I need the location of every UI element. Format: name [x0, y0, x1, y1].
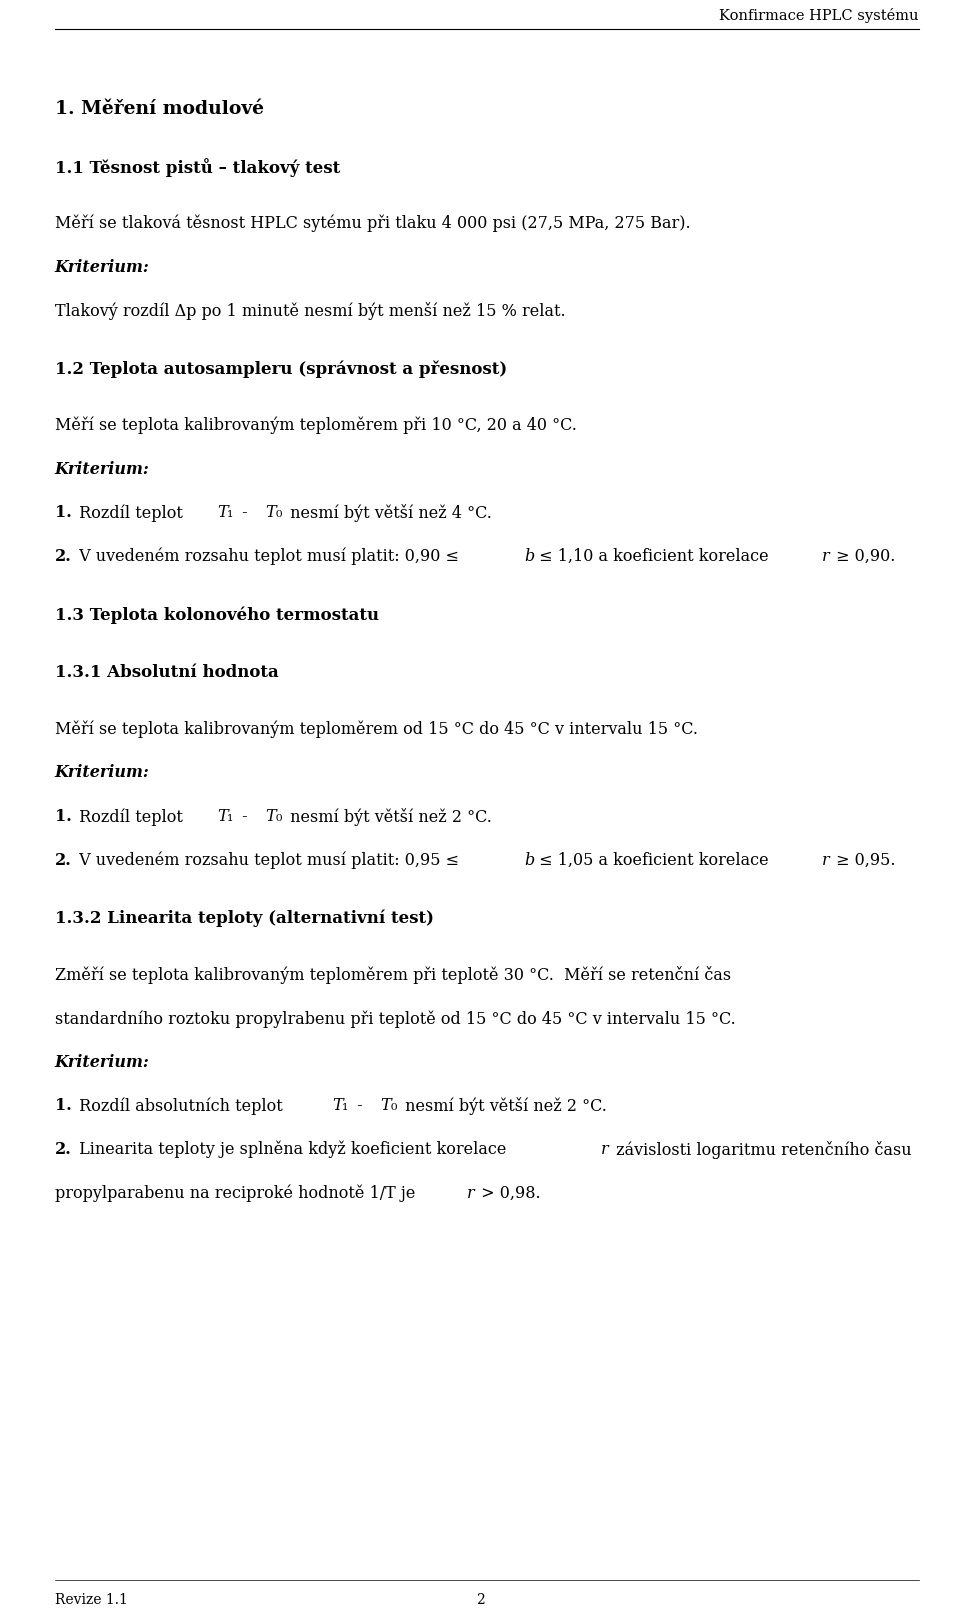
Text: ₀: ₀: [276, 504, 281, 522]
Text: Rozdíl teplot: Rozdíl teplot: [74, 808, 188, 826]
Text: r: r: [467, 1185, 474, 1202]
Text: Kriterium:: Kriterium:: [55, 259, 150, 276]
Text: -: -: [237, 504, 252, 522]
Text: 1.3.2 Linearita teploty (alternativní test): 1.3.2 Linearita teploty (alternativní te…: [55, 910, 434, 928]
Text: nesmí být větší než 2 °C.: nesmí být větší než 2 °C.: [399, 1097, 607, 1115]
Text: Kriterium:: Kriterium:: [55, 1054, 150, 1071]
Text: 1.2 Teplota autosampleru (správnost a přesnost): 1.2 Teplota autosampleru (správnost a př…: [55, 360, 507, 378]
Text: 1.3.1 Absolutní hodnota: 1.3.1 Absolutní hodnota: [55, 664, 278, 682]
Text: Měří se teplota kalibrovaným teploměrem při 10 °C, 20 a 40 °C.: Měří se teplota kalibrovaným teploměrem …: [55, 417, 577, 435]
Text: Měří se teplota kalibrovaným teploměrem od 15 °C do 45 °C v intervalu 15 °C.: Měří se teplota kalibrovaným teploměrem …: [55, 721, 698, 739]
Text: r: r: [601, 1141, 609, 1159]
Text: T: T: [266, 504, 276, 522]
Text: 1.: 1.: [55, 504, 71, 522]
Text: ≤ 1,10 a koeficient korelace: ≤ 1,10 a koeficient korelace: [534, 548, 774, 566]
Text: propylparabenu na reciproké hodnotě 1/T je: propylparabenu na reciproké hodnotě 1/T …: [55, 1185, 420, 1202]
Text: -: -: [351, 1097, 368, 1115]
Text: b: b: [524, 852, 535, 869]
Text: 2.: 2.: [55, 852, 71, 869]
Text: Linearita teploty je splněna když koeficient korelace: Linearita teploty je splněna když koefic…: [74, 1141, 512, 1159]
Text: závislosti logaritmu retenčního času: závislosti logaritmu retenčního času: [611, 1141, 911, 1159]
Text: ₁: ₁: [342, 1097, 348, 1115]
Text: Kriterium:: Kriterium:: [55, 461, 150, 478]
Text: ≥ 0,95.: ≥ 0,95.: [831, 852, 896, 869]
Text: b: b: [524, 548, 535, 566]
Text: r: r: [822, 852, 829, 869]
Text: ≤ 1,05 a koeficient korelace: ≤ 1,05 a koeficient korelace: [534, 852, 774, 869]
Text: T: T: [266, 808, 276, 826]
Text: > 0,98.: > 0,98.: [476, 1185, 541, 1202]
Text: ≥ 0,90.: ≥ 0,90.: [831, 548, 896, 566]
Text: Tlakový rozdíl Δp po 1 minutě nesmí být menší než 15 % relat.: Tlakový rozdíl Δp po 1 minutě nesmí být …: [55, 302, 565, 320]
Text: 1. Měření modulové: 1. Měření modulové: [55, 100, 264, 118]
Text: Konfirmace HPLC systému: Konfirmace HPLC systému: [719, 8, 919, 23]
Text: 2.: 2.: [55, 1141, 71, 1159]
Text: Měří se tlaková těsnost HPLC sytému při tlaku 4 000 psi (27,5 MPa, 275 Bar).: Měří se tlaková těsnost HPLC sytému při …: [55, 215, 690, 233]
Text: T: T: [380, 1097, 391, 1115]
Text: V uvedeném rozsahu teplot musí platit: 0,95 ≤: V uvedeném rozsahu teplot musí platit: 0…: [74, 852, 464, 869]
Text: -: -: [237, 808, 252, 826]
Text: 1.: 1.: [55, 1097, 71, 1115]
Text: Revize 1.1: Revize 1.1: [55, 1593, 128, 1606]
Text: standardního roztoku propylrabenu při teplotě od 15 °C do 45 °C v intervalu 15 °: standardního roztoku propylrabenu při te…: [55, 1010, 735, 1028]
Text: 2: 2: [475, 1593, 485, 1606]
Text: 2.: 2.: [55, 548, 71, 566]
Text: nesmí být větší než 2 °C.: nesmí být větší než 2 °C.: [285, 808, 492, 826]
Text: ₀: ₀: [390, 1097, 396, 1115]
Text: Rozdíl teplot: Rozdíl teplot: [74, 504, 188, 522]
Text: Rozdíl absolutních teplot: Rozdíl absolutních teplot: [74, 1097, 288, 1115]
Text: nesmí být větší než 4 °C.: nesmí být větší než 4 °C.: [285, 504, 492, 522]
Text: T: T: [332, 1097, 344, 1115]
Text: Změří se teplota kalibrovaným teploměrem při teplotě 30 °C.  Měří se retenční ča: Změří se teplota kalibrovaným teploměrem…: [55, 966, 731, 984]
Text: T: T: [218, 504, 228, 522]
Text: ₁: ₁: [228, 504, 233, 522]
Text: Kriterium:: Kriterium:: [55, 764, 150, 782]
Text: 1.1 Těsnost pistů – tlakový test: 1.1 Těsnost pistů – tlakový test: [55, 158, 340, 178]
Text: T: T: [218, 808, 228, 826]
Text: 1.3 Teplota kolonového termostatu: 1.3 Teplota kolonového termostatu: [55, 606, 379, 624]
Text: V uvedeném rozsahu teplot musí platit: 0,90 ≤: V uvedeném rozsahu teplot musí platit: 0…: [74, 548, 464, 566]
Text: ₁: ₁: [228, 808, 233, 826]
Text: 1.: 1.: [55, 808, 71, 826]
Text: r: r: [822, 548, 829, 566]
Text: ₀: ₀: [276, 808, 281, 826]
